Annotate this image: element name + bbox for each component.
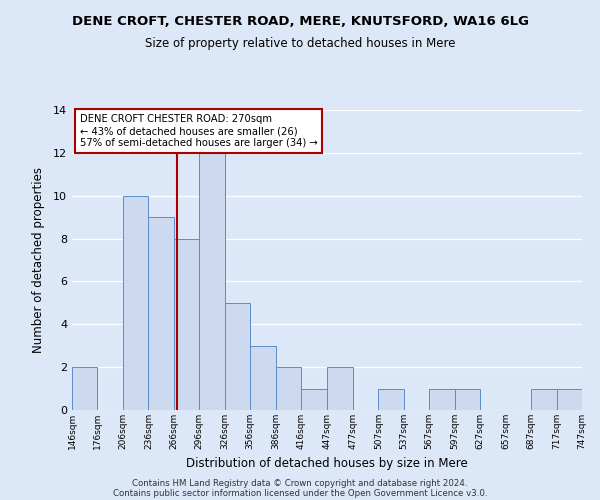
Bar (379, 388, 404, 410)
Bar (123, 196, 148, 410)
Bar (557, 388, 582, 410)
Bar (199, 153, 225, 410)
Bar (301, 388, 326, 410)
Y-axis label: Number of detached properties: Number of detached properties (32, 167, 44, 353)
Bar (275, 367, 301, 410)
Bar (174, 238, 199, 410)
Text: Contains HM Land Registry data © Crown copyright and database right 2024.: Contains HM Land Registry data © Crown c… (132, 478, 468, 488)
X-axis label: Distribution of detached houses by size in Mere: Distribution of detached houses by size … (186, 458, 468, 470)
Bar (455, 388, 480, 410)
Bar (328, 367, 353, 410)
Bar (250, 346, 275, 410)
Text: DENE CROFT, CHESTER ROAD, MERE, KNUTSFORD, WA16 6LG: DENE CROFT, CHESTER ROAD, MERE, KNUTSFOR… (71, 15, 529, 28)
Text: Contains public sector information licensed under the Open Government Licence v3: Contains public sector information licen… (113, 488, 487, 498)
Bar (531, 388, 557, 410)
Bar (72, 367, 97, 410)
Bar (225, 303, 250, 410)
Text: DENE CROFT CHESTER ROAD: 270sqm
← 43% of detached houses are smaller (26)
57% of: DENE CROFT CHESTER ROAD: 270sqm ← 43% of… (80, 114, 317, 148)
Bar (148, 217, 174, 410)
Text: Size of property relative to detached houses in Mere: Size of property relative to detached ho… (145, 38, 455, 51)
Bar (429, 388, 455, 410)
